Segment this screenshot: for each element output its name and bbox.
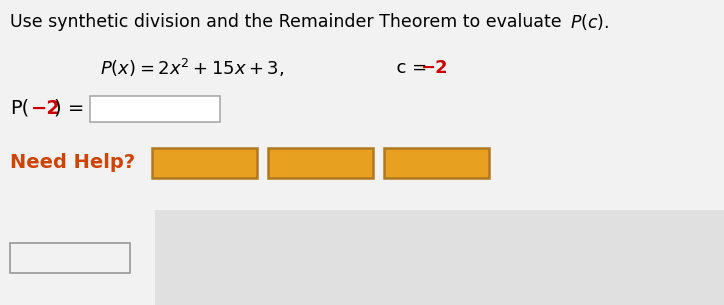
- Text: c =: c =: [385, 59, 433, 77]
- Text: $P(x) = 2x^2 + 15x + 3,$: $P(x) = 2x^2 + 15x + 3,$: [100, 57, 285, 79]
- Text: P(: P(: [10, 99, 29, 117]
- Text: Read It: Read It: [174, 156, 235, 170]
- FancyBboxPatch shape: [152, 148, 257, 178]
- Text: −2: −2: [31, 99, 61, 117]
- Text: ) =: ) =: [54, 99, 85, 117]
- Text: −2: −2: [420, 59, 447, 77]
- Text: Master It: Master It: [397, 156, 476, 170]
- FancyBboxPatch shape: [384, 148, 489, 178]
- Text: Use synthetic division and the Remainder Theorem to evaluate: Use synthetic division and the Remainder…: [10, 13, 567, 31]
- FancyBboxPatch shape: [90, 96, 220, 122]
- FancyBboxPatch shape: [10, 243, 130, 273]
- Text: Watch It: Watch It: [285, 156, 357, 170]
- Text: $P(c).$: $P(c).$: [570, 12, 609, 32]
- Text: Need Help?: Need Help?: [10, 152, 135, 171]
- Text: Submit Answer: Submit Answer: [12, 250, 127, 265]
- FancyBboxPatch shape: [268, 148, 373, 178]
- FancyBboxPatch shape: [155, 210, 724, 305]
